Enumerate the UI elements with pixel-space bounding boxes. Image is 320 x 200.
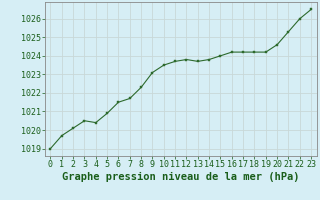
X-axis label: Graphe pression niveau de la mer (hPa): Graphe pression niveau de la mer (hPa) [62,172,300,182]
